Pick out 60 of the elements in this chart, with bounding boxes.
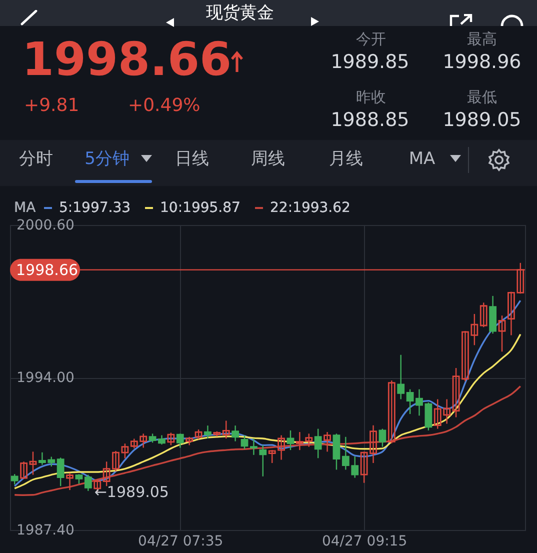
candlestick (332, 433, 340, 470)
text: 5分钟 (84, 149, 130, 169)
text: 1989.05 (442, 109, 522, 131)
candlestick (324, 431, 331, 452)
candlestick (176, 433, 184, 448)
ref-line-label: 1998.66 (16, 260, 78, 279)
candlestick (56, 457, 64, 487)
candlestick (250, 438, 258, 456)
candlestick (29, 451, 37, 476)
legend-label: 22:1993.62 (270, 200, 350, 216)
candlestick (84, 474, 92, 492)
candlestick (498, 314, 506, 352)
text: MA (408, 149, 436, 169)
annotation: ←1989.05 (94, 482, 169, 501)
text: 最低 (467, 88, 497, 106)
candlestick (240, 434, 248, 450)
text: 1989.85 (330, 51, 410, 73)
candlestick (259, 444, 267, 477)
candlestick (75, 473, 83, 484)
text: 月线 (329, 149, 363, 169)
candlestick (378, 428, 386, 448)
text: 今开 (356, 30, 386, 48)
candlestick (148, 433, 156, 444)
text: 分时 (19, 149, 53, 169)
candlestick (194, 428, 202, 440)
candlestick (480, 302, 488, 328)
candlestick (388, 380, 396, 444)
text: +0.49% (128, 95, 200, 116)
candlestick (204, 424, 212, 440)
text: 最高 (467, 30, 497, 48)
candlestick (167, 432, 175, 446)
text: 日线 (175, 149, 209, 169)
candlestick (158, 434, 166, 446)
candlestick (232, 424, 240, 442)
y-tick-label: 2000.60 (16, 218, 74, 234)
x-tick-label: 04/27 07:35 (138, 534, 224, 550)
y-tick-label: 1987.40 (16, 522, 74, 538)
text: +9.81 (24, 95, 80, 116)
text: 1998.96 (442, 51, 522, 73)
candlestick (406, 388, 414, 415)
legend-label: 10:1995.87 (160, 200, 240, 216)
legend-title: MA (14, 200, 36, 216)
text: 1998.66 (22, 32, 232, 86)
candlestick (10, 473, 18, 486)
candlestick (66, 472, 74, 491)
legend-label: 5:1997.33 (59, 200, 131, 216)
line-series (14, 385, 522, 496)
candlestick (222, 420, 230, 440)
text: 1988.85 (330, 109, 410, 131)
candlestick (314, 428, 322, 459)
candlestick (121, 442, 129, 459)
y-tick-label: 1994.00 (16, 370, 74, 386)
text: 周线 (251, 149, 285, 169)
chart-title: 现货黄金 (205, 3, 275, 23)
candlestick (452, 367, 460, 418)
candlestick (20, 461, 28, 480)
x-tick-label: 04/27 09:15 (322, 534, 408, 550)
text: 昨收 (356, 88, 386, 106)
candlestick (286, 430, 294, 451)
candlestick (397, 354, 405, 400)
